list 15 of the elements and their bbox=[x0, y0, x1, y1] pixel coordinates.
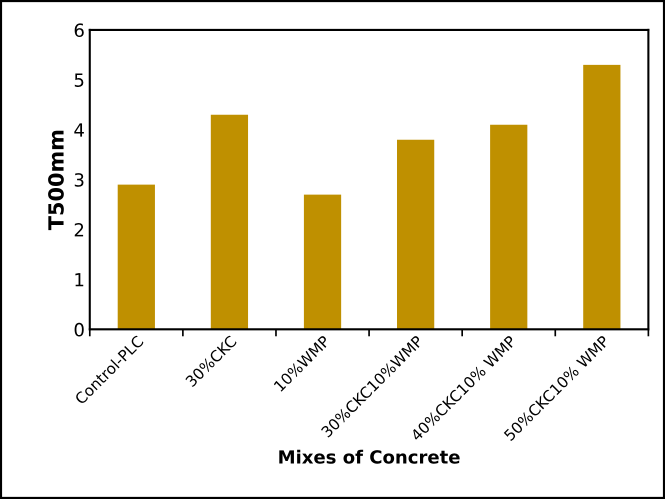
y-tick-label: 4 bbox=[74, 123, 84, 137]
bar bbox=[583, 64, 620, 330]
y-tick-label: 2 bbox=[74, 223, 84, 236]
y-tick-label: 5 bbox=[74, 74, 84, 87]
y-tick-label: 0 bbox=[74, 322, 84, 336]
bar bbox=[118, 184, 155, 330]
bar bbox=[304, 194, 342, 330]
bar bbox=[210, 114, 248, 330]
y-axis-title: T500mm bbox=[48, 130, 64, 230]
x-axis-title: Mixes of Concrete bbox=[279, 450, 460, 464]
y-tick-label: 3 bbox=[74, 173, 84, 187]
y-tick-label: 6 bbox=[74, 23, 84, 38]
bar bbox=[490, 124, 528, 330]
bar bbox=[397, 140, 434, 330]
y-tick-label: 1 bbox=[75, 273, 84, 286]
